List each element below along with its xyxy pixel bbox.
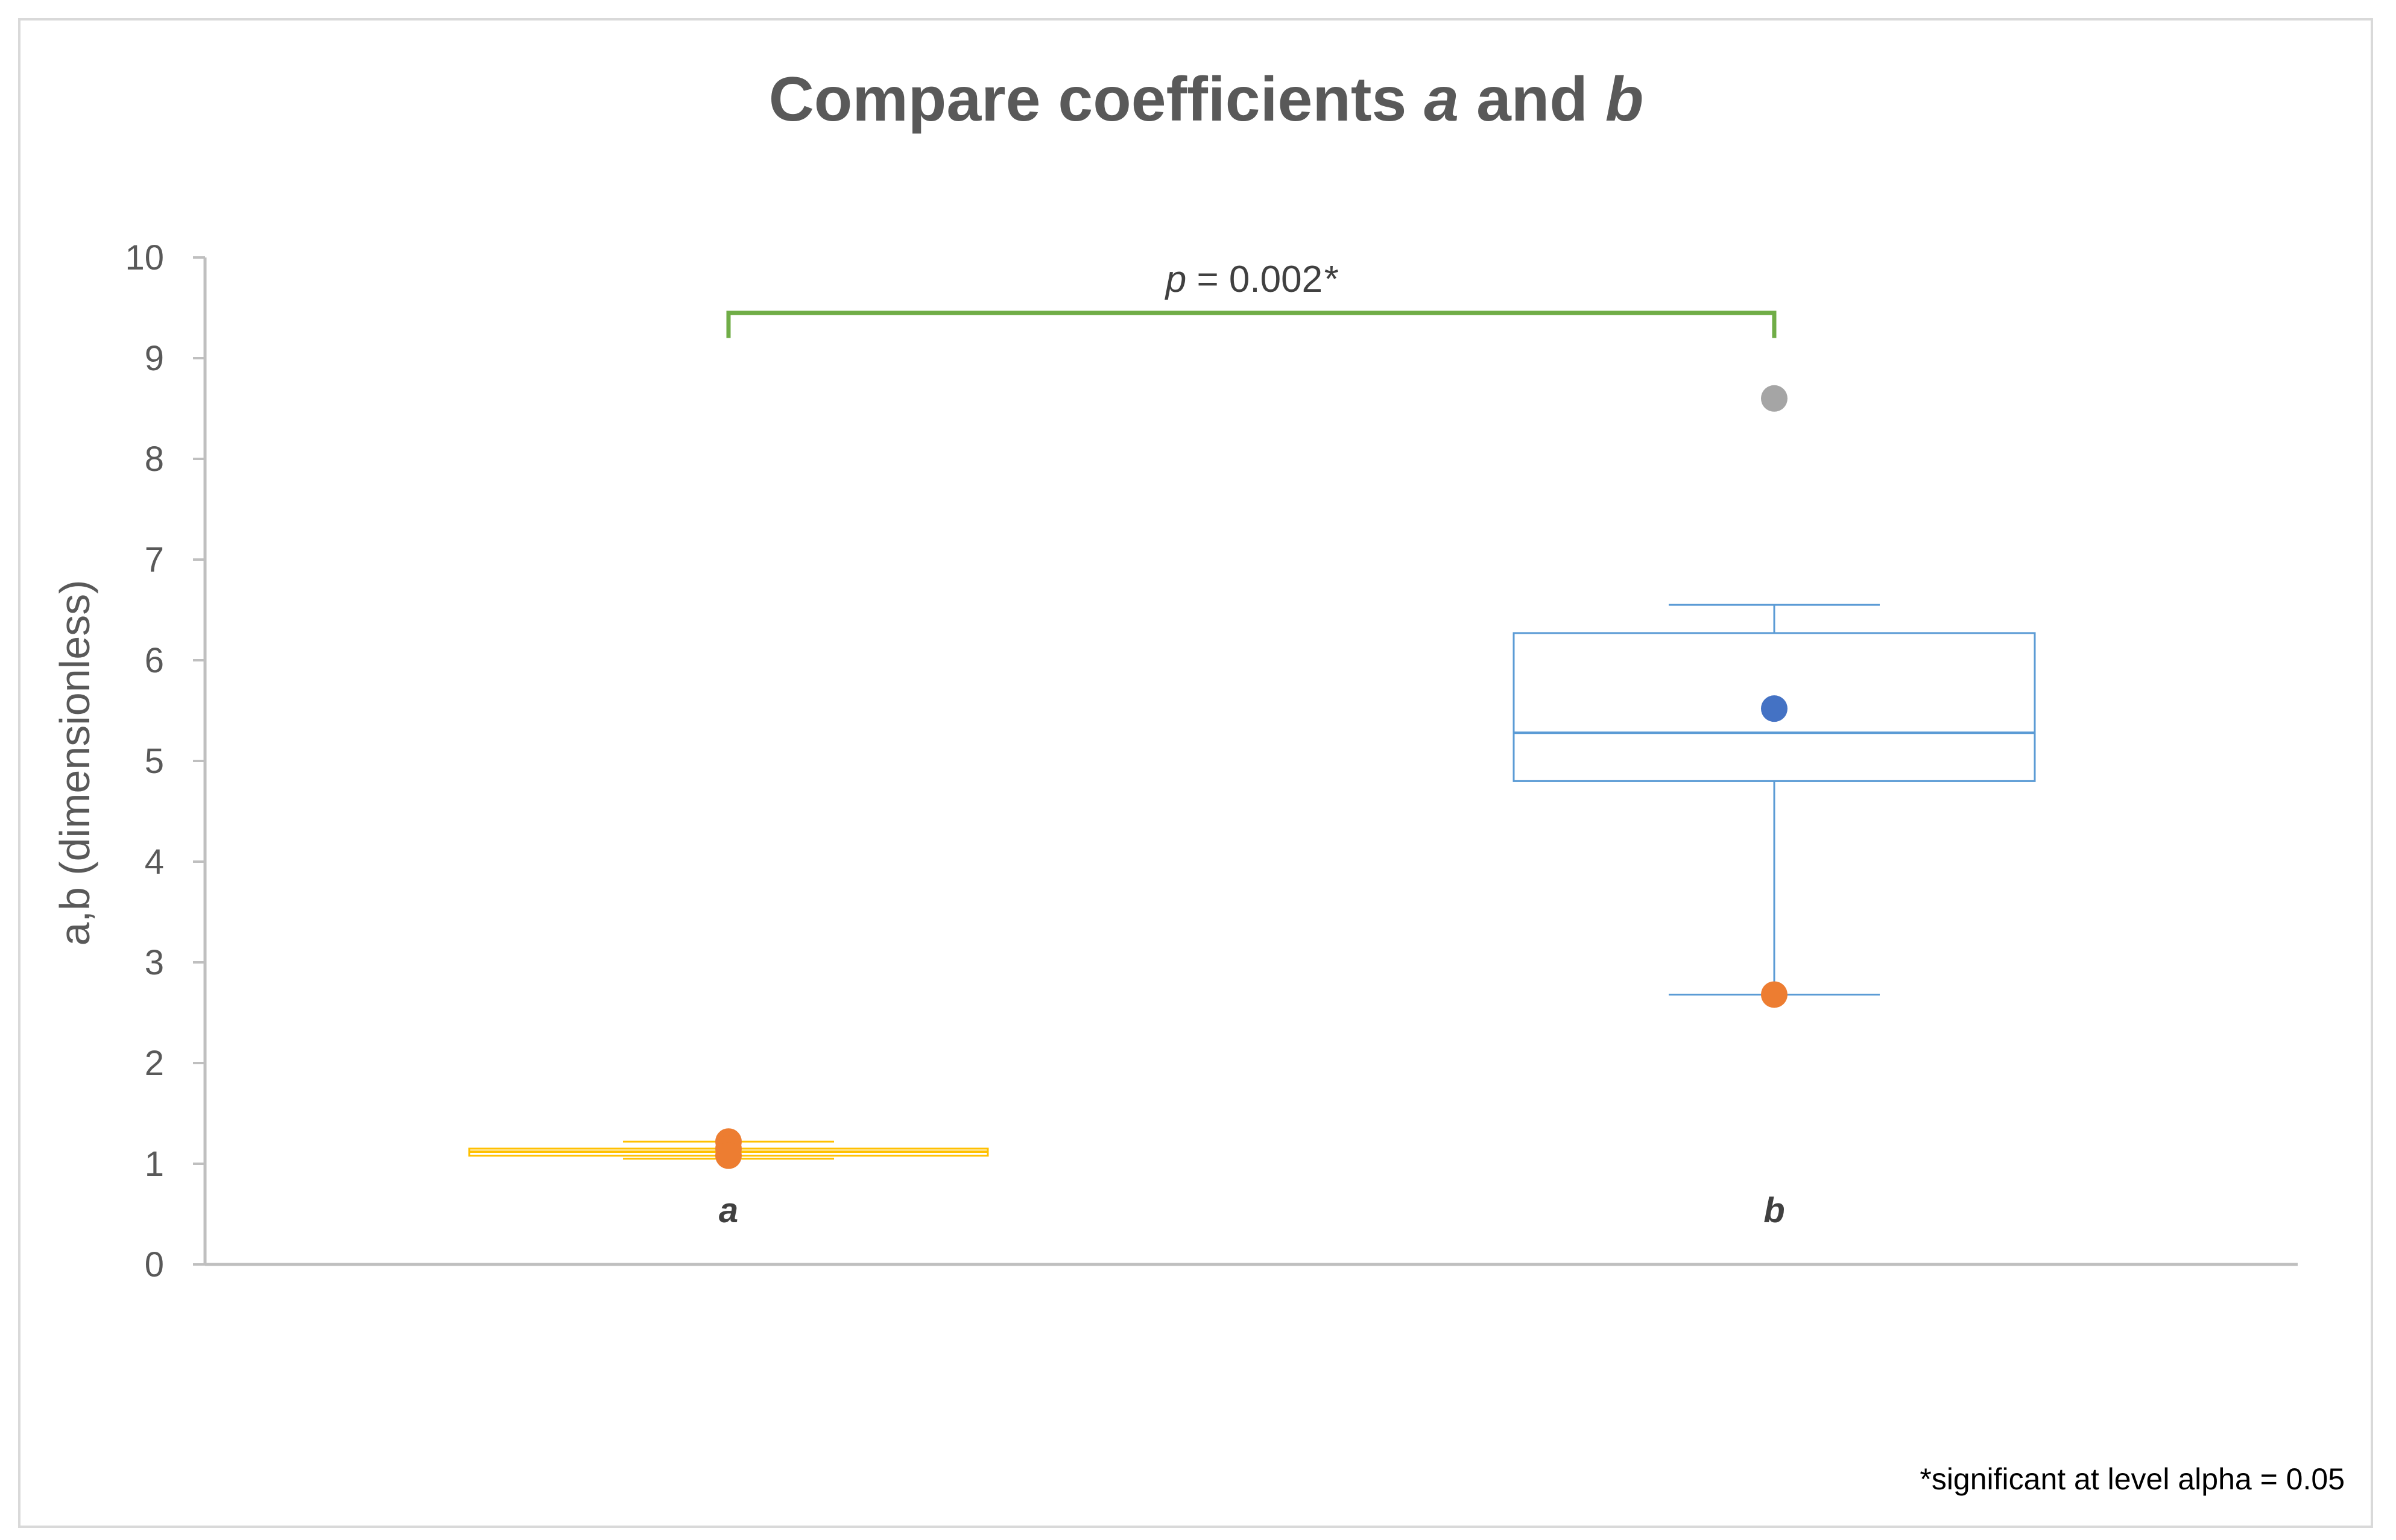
footnote: *significant at level alpha = 0.05 — [1920, 1462, 2345, 1496]
y-tick-label: 7 — [145, 540, 164, 579]
title-middle: and — [1459, 65, 1605, 134]
y-tick-label: 2 — [145, 1044, 164, 1083]
box-b — [1513, 385, 2036, 1008]
title-var2: b — [1605, 65, 1644, 134]
y-tick-label: 3 — [145, 943, 164, 982]
p-value: = 0.002 — [1186, 259, 1323, 300]
box-plots — [468, 385, 2036, 1169]
axes — [203, 257, 2298, 1266]
significance-star: * — [1323, 259, 1338, 300]
box-iqr — [1513, 632, 2036, 782]
y-tick-label: 0 — [145, 1245, 164, 1284]
p-value-label: p = 0.002* — [1165, 259, 1338, 300]
category-label-b: b — [1763, 1191, 1784, 1230]
y-tick-label: 9 — [145, 339, 164, 378]
significance-bracket: p = 0.002* — [726, 259, 1777, 338]
y-tick-label: 5 — [145, 742, 164, 781]
y-tick-label: 4 — [145, 842, 164, 882]
p-symbol: p — [1165, 259, 1186, 300]
title-prefix: Compare coefficients — [769, 65, 1424, 134]
chart-title: Compare coefficients a and b — [769, 65, 1644, 134]
title-var1: a — [1424, 65, 1459, 134]
y-tick-label: 1 — [145, 1144, 164, 1184]
y-axis-ticks: 0 1 2 3 4 5 6 7 8 9 10 — [125, 238, 205, 1284]
data-point — [715, 1142, 742, 1169]
category-label-a: a — [719, 1191, 738, 1230]
data-point — [1761, 695, 1788, 722]
data-point — [1761, 385, 1788, 412]
data-point — [1761, 981, 1788, 1008]
y-axis-label: a,b (dimensionless) — [51, 580, 98, 946]
y-tick-label: 8 — [145, 440, 164, 479]
y-tick-label: 6 — [145, 641, 164, 680]
chart-frame — [18, 18, 2373, 1528]
bracket-line — [726, 311, 1777, 338]
box-a — [468, 1128, 989, 1169]
y-tick-label: 10 — [125, 238, 164, 277]
